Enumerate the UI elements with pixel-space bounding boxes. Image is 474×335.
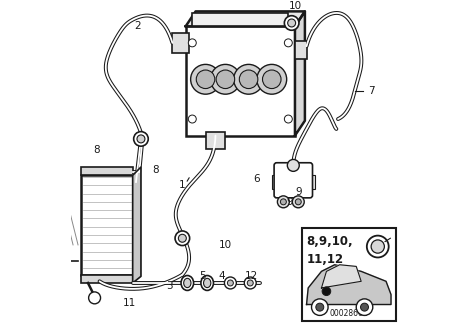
Circle shape — [134, 132, 148, 146]
Text: 5: 5 — [199, 271, 206, 281]
Ellipse shape — [203, 278, 211, 288]
Circle shape — [257, 64, 287, 94]
Text: 1: 1 — [179, 180, 186, 190]
Circle shape — [292, 196, 304, 208]
Circle shape — [247, 280, 253, 286]
Polygon shape — [321, 265, 361, 288]
Text: 8: 8 — [153, 165, 159, 175]
Circle shape — [137, 135, 145, 143]
Bar — [301, 228, 396, 321]
Bar — [186, 26, 295, 136]
Circle shape — [216, 70, 235, 88]
Text: 7: 7 — [368, 86, 374, 96]
Text: 00028661: 00028661 — [329, 310, 368, 318]
Circle shape — [367, 236, 389, 258]
Circle shape — [361, 303, 368, 311]
Circle shape — [196, 70, 215, 88]
Text: 6: 6 — [254, 174, 260, 184]
Circle shape — [277, 196, 289, 208]
Polygon shape — [295, 11, 305, 136]
Text: 11: 11 — [123, 298, 136, 308]
Circle shape — [284, 115, 292, 123]
Circle shape — [178, 234, 186, 242]
Polygon shape — [307, 265, 391, 305]
Circle shape — [371, 240, 384, 253]
Circle shape — [263, 70, 281, 88]
Text: 12: 12 — [245, 271, 258, 281]
Circle shape — [188, 115, 196, 123]
Bar — [82, 275, 133, 283]
Circle shape — [224, 277, 237, 289]
Circle shape — [210, 64, 240, 94]
Circle shape — [288, 19, 296, 27]
Circle shape — [284, 16, 299, 30]
Circle shape — [239, 70, 258, 88]
Circle shape — [356, 299, 373, 316]
Circle shape — [316, 303, 324, 311]
Ellipse shape — [181, 275, 193, 290]
Circle shape — [244, 277, 256, 289]
Text: 9: 9 — [287, 197, 293, 207]
Text: 8,9,10,: 8,9,10, — [307, 235, 353, 248]
Circle shape — [287, 159, 299, 172]
Ellipse shape — [184, 278, 191, 288]
FancyBboxPatch shape — [274, 163, 312, 198]
Circle shape — [284, 39, 292, 47]
Bar — [272, 175, 315, 189]
Text: 3: 3 — [166, 281, 173, 291]
Bar — [82, 167, 133, 175]
Bar — [82, 175, 133, 275]
Circle shape — [311, 299, 328, 316]
Text: 11,12: 11,12 — [307, 253, 344, 266]
Text: 10: 10 — [219, 240, 232, 250]
Circle shape — [281, 199, 286, 205]
Circle shape — [191, 64, 220, 94]
Bar — [295, 41, 307, 59]
Circle shape — [89, 292, 100, 304]
Text: 10: 10 — [288, 1, 301, 11]
Text: 8: 8 — [93, 145, 100, 155]
Circle shape — [188, 39, 196, 47]
Bar — [192, 13, 288, 26]
Circle shape — [322, 287, 331, 295]
Circle shape — [228, 280, 233, 286]
Text: 9: 9 — [295, 187, 301, 197]
Circle shape — [295, 199, 301, 205]
Text: 4: 4 — [219, 271, 226, 281]
Circle shape — [175, 231, 190, 246]
Ellipse shape — [201, 275, 213, 290]
Polygon shape — [186, 11, 305, 26]
Circle shape — [234, 64, 264, 94]
Polygon shape — [133, 167, 141, 283]
Bar — [206, 132, 226, 149]
Bar — [173, 33, 189, 53]
Text: 2: 2 — [134, 21, 141, 31]
